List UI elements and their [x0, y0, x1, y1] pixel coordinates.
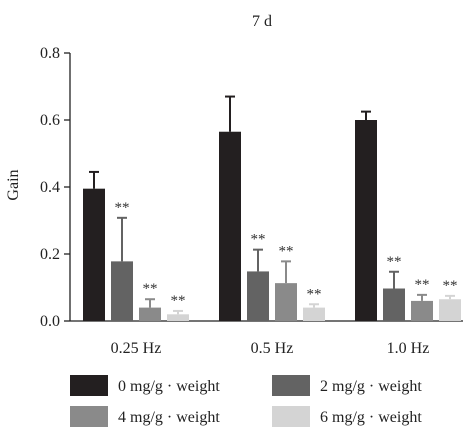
- legend-swatch: [70, 375, 108, 396]
- legend-label: 4 mg/g · weight: [118, 409, 220, 426]
- bar: [383, 288, 405, 321]
- bar: [303, 307, 325, 321]
- legend-label: 2 mg/g · weight: [320, 378, 422, 395]
- category-label: 0.5 Hz: [251, 340, 294, 357]
- significance-marker: **: [251, 232, 266, 248]
- bar: [411, 300, 433, 321]
- y-tick-label: 0.6: [40, 112, 60, 129]
- y-tick-label: 0.8: [40, 45, 60, 62]
- significance-marker: **: [171, 293, 186, 309]
- bar: [439, 299, 461, 321]
- bar: [83, 188, 105, 321]
- significance-marker: **: [415, 277, 430, 293]
- legend-swatch: [272, 375, 310, 396]
- significance-marker: **: [143, 281, 158, 297]
- plot-area: 0.0 0.2 0.4 0.6 0.8 ** ** ** 0.25 Hz ** ** ** 0.5 Hz…: [40, 45, 463, 357]
- bar: [355, 120, 377, 321]
- legend-label: 6 mg/g · weight: [320, 409, 422, 426]
- legend-swatch: [272, 406, 310, 427]
- significance-marker: **: [387, 254, 402, 270]
- bar: [111, 261, 133, 321]
- significance-marker: **: [279, 243, 294, 259]
- y-tick-label: 0.0: [40, 313, 60, 330]
- bar: [275, 283, 297, 321]
- y-axis-label: Gain: [5, 169, 22, 200]
- bar: [139, 307, 161, 321]
- bar: [247, 271, 269, 321]
- chart-title: 7 d: [252, 13, 272, 30]
- bar: [167, 314, 189, 321]
- y-tick-label: 0.2: [40, 246, 60, 263]
- legend-label: 0 mg/g · weight: [118, 378, 220, 395]
- significance-marker: **: [443, 278, 458, 294]
- category-label: 0.25 Hz: [111, 340, 162, 357]
- category-label: 1.0 Hz: [387, 340, 430, 357]
- significance-marker: **: [115, 200, 130, 216]
- bar: [219, 131, 241, 321]
- legend: 0 mg/g · weight 2 mg/g · weight 4 mg/g · w…: [70, 375, 422, 427]
- legend-swatch: [70, 406, 108, 427]
- significance-marker: **: [307, 286, 322, 302]
- y-tick-label: 0.4: [40, 179, 60, 196]
